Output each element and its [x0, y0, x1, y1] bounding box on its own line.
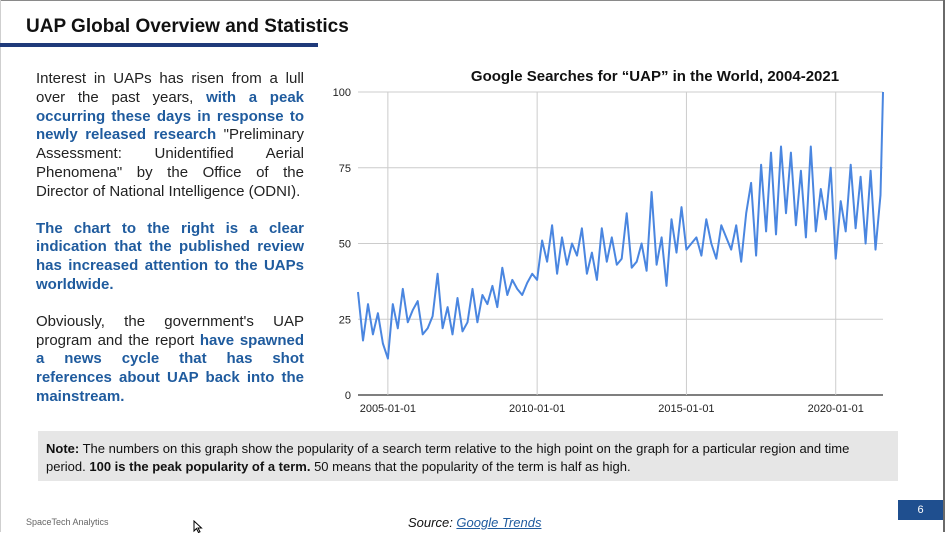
source-line: Source: Google Trends: [408, 515, 542, 530]
window-top-border: [0, 0, 945, 1]
window-right-border: [943, 0, 945, 532]
slide-title: UAP Global Overview and Statistics: [26, 16, 349, 37]
title-underline: [0, 43, 318, 47]
page-number: 6: [898, 500, 943, 520]
x-tick-label: 2015-01-01: [658, 403, 714, 415]
x-tick-label: 2010-01-01: [509, 403, 565, 415]
y-tick-label: 0: [345, 390, 351, 402]
window-left-border: [0, 0, 1, 532]
y-tick-label: 75: [339, 163, 351, 175]
series-line: [357, 91, 884, 360]
paragraph-3: Obviously, the government's UAP program …: [36, 312, 305, 405]
mouse-pointer-icon: [193, 520, 203, 533]
y-tick-label: 50: [339, 239, 351, 251]
y-tick-label: 25: [339, 314, 351, 326]
y-tick-label: 100: [333, 87, 351, 99]
note-box: Note: The numbers on this graph show the…: [38, 431, 898, 481]
x-tick-label: 2005-01-01: [360, 403, 416, 415]
company-footer: SpaceTech Analytics: [26, 517, 109, 527]
paragraph-1: Interest in UAPs has risen from a lull o…: [36, 70, 304, 200]
google-trends-link[interactable]: Google Trends: [456, 515, 542, 530]
chart-title: Google Searches for “UAP” in the World, …: [470, 68, 840, 85]
body-text: Interest in UAPs has risen from a lull o…: [36, 70, 304, 425]
line-chart: 0 25 50 75 100 2005-01-01 2010-01-01 2015-01-01…: [333, 87, 884, 415]
paragraph-2: The chart to the right is a clear indica…: [36, 219, 304, 293]
x-tick-label: 2020-01-01: [808, 403, 864, 415]
